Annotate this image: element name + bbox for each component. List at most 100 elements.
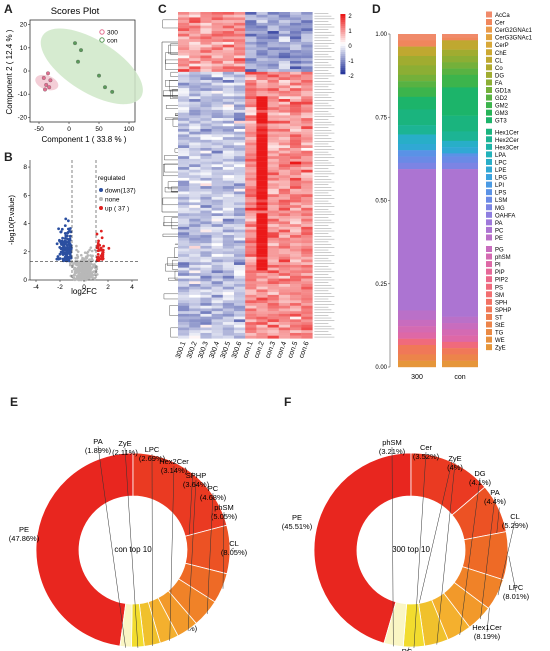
heatmap-cell — [189, 101, 201, 105]
heatmap-cell — [267, 313, 279, 317]
heatmap-cell — [256, 120, 268, 124]
heatmap-cell — [256, 41, 268, 45]
heatmap-cell — [234, 93, 246, 97]
scatter-point — [110, 89, 115, 94]
point-none — [76, 275, 80, 279]
heatmap-cell — [245, 289, 257, 293]
heatmap-cell — [200, 148, 212, 151]
heatmap-cell — [178, 292, 190, 296]
panel-label-f: F — [284, 395, 292, 409]
heatmap-cell — [200, 71, 212, 75]
heatmap-cell — [278, 28, 291, 32]
point-down — [58, 246, 62, 249]
heatmap-cell — [267, 14, 279, 18]
heatmap-cell — [301, 58, 313, 62]
dendrogram-branch — [174, 247, 178, 258]
heatmap-cell — [290, 335, 302, 339]
dendrogram-branch — [165, 263, 178, 272]
heatmap-cell — [189, 254, 201, 257]
heatmap-cell — [301, 31, 313, 34]
heatmap-cell — [278, 88, 291, 92]
heatmap-cell — [178, 47, 190, 51]
heatmap-cell — [245, 196, 257, 200]
heatmap-cell — [245, 63, 257, 67]
legend-swatch — [486, 246, 492, 252]
point-none — [83, 251, 87, 254]
slice-label: SPHP — [186, 471, 206, 480]
heatmap-cell — [200, 142, 212, 146]
heatmap-cell — [222, 327, 235, 331]
heatmap-cell — [211, 156, 223, 160]
heatmap-cell — [256, 207, 268, 211]
heatmap-cell — [278, 221, 291, 225]
heatmap-cell — [290, 153, 302, 157]
heatmap-cell — [256, 229, 268, 233]
heatmap-cell — [178, 44, 190, 48]
heatmap-cell — [200, 305, 212, 309]
heatmap-cell — [189, 264, 201, 268]
point-none — [73, 266, 77, 270]
heatmap-cell — [222, 66, 235, 70]
slice-value: (8.05%) — [221, 548, 248, 557]
legend-swatch — [486, 19, 492, 26]
heatmap-cell — [245, 80, 257, 83]
heatmap-cell — [245, 169, 257, 173]
heatmap-cell — [245, 134, 257, 138]
heatmap-cell — [222, 275, 235, 279]
heatmap-cell — [200, 324, 212, 328]
y-tick-label: 0 — [23, 277, 27, 284]
heatmap-cell — [178, 196, 190, 200]
bar-segment — [442, 354, 478, 361]
heatmap-cell — [256, 216, 268, 219]
heatmap-cell — [290, 58, 302, 62]
y-tick-label: 8 — [23, 164, 27, 171]
heatmap-cell — [290, 14, 302, 18]
legend-swatch — [486, 117, 492, 124]
heatmap-cell — [211, 202, 223, 206]
bar-segment — [398, 96, 436, 110]
legend-label: PE — [495, 236, 503, 242]
heatmap-cell — [278, 22, 291, 26]
heatmap-cell — [211, 313, 223, 317]
dendrogram-branch — [165, 52, 178, 64]
point-none — [76, 250, 80, 253]
heatmap-cell — [211, 25, 223, 29]
heatmap-cell — [222, 213, 235, 217]
heatmap-cell — [256, 52, 268, 56]
point-down — [55, 242, 59, 246]
heatmap-cell — [200, 303, 212, 306]
heatmap-cell — [267, 251, 279, 255]
heatmap-cell — [189, 262, 201, 266]
point-none — [75, 278, 79, 281]
heatmap-cell — [211, 191, 223, 195]
heatmap-cell — [200, 267, 212, 271]
heatmap-cell — [301, 20, 313, 24]
heatmap-cell — [267, 289, 279, 293]
heatmap-cell — [290, 275, 302, 279]
heatmap-cell — [278, 109, 291, 113]
heatmap-cell — [189, 150, 201, 154]
heatmap-cell — [211, 101, 223, 105]
heatmap-cell — [189, 96, 201, 100]
heatmap-layer: 300.1300.2300.3300.4300.5300.6con.1con.2… — [161, 12, 354, 360]
heatmap-cell — [256, 319, 268, 323]
heatmap-cell — [267, 74, 279, 78]
heatmap-cell — [222, 101, 235, 105]
heatmap-cell — [301, 232, 313, 236]
heatmap-cell — [178, 311, 190, 315]
heatmap-cell — [222, 134, 235, 138]
heatmap-cell — [222, 85, 235, 89]
heatmap-cell — [245, 264, 257, 268]
heatmap-cell — [290, 270, 302, 274]
heatmap-cell — [178, 112, 190, 116]
heatmap-cell — [278, 118, 291, 121]
point-down — [60, 227, 64, 231]
heatmap-cell — [267, 243, 279, 247]
x-tick-label: 50 — [95, 126, 103, 133]
colorbar-segment — [340, 66, 346, 69]
legend-label: SM — [495, 293, 504, 299]
heatmap-cell — [200, 216, 212, 219]
heatmap-cell — [290, 39, 302, 43]
heatmap-cell — [278, 55, 291, 59]
heatmap-cell — [234, 226, 246, 230]
